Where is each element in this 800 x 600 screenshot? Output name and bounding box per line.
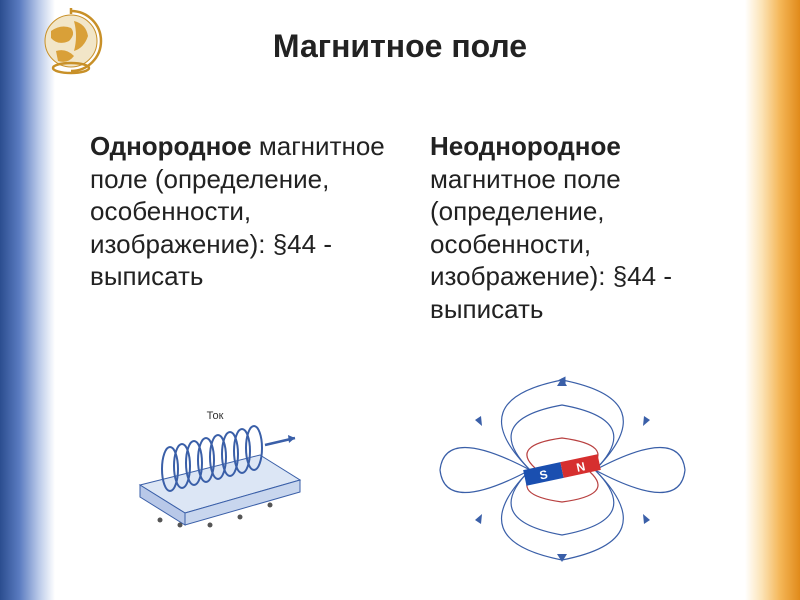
gradient-right: [745, 0, 800, 600]
columns: Однородное магнитное поле (определение, …: [90, 130, 730, 325]
col-right-rest: магнитное поле (определение, особенности…: [430, 164, 672, 324]
col-right-bold: Неоднородное: [430, 131, 621, 161]
column-right: Неоднородное магнитное поле (определение…: [430, 130, 730, 325]
column-left: Однородное магнитное поле (определение, …: [90, 130, 390, 325]
col-left-bold: Однородное: [90, 131, 252, 161]
illustration-solenoid: Ток: [130, 405, 305, 535]
bar-magnet: S N: [523, 454, 601, 485]
solenoid-label: Ток: [207, 410, 224, 422]
illustration-bar-magnet: S N: [435, 370, 690, 570]
gradient-left: [0, 0, 55, 600]
page-title: Магнитное поле: [0, 28, 800, 65]
